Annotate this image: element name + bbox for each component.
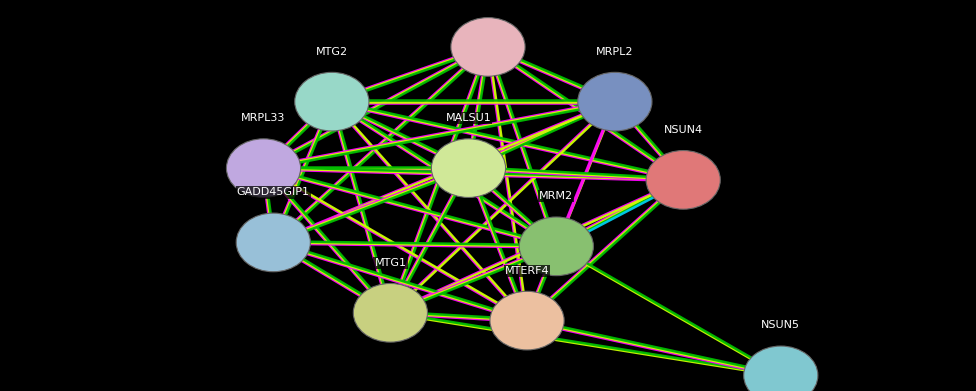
Ellipse shape (226, 139, 301, 197)
Ellipse shape (519, 217, 593, 276)
Text: MTERF4: MTERF4 (505, 265, 549, 276)
Text: MTG1: MTG1 (375, 258, 406, 268)
Text: MRPL58: MRPL58 (466, 0, 510, 2)
Text: NSUN5: NSUN5 (761, 320, 800, 330)
Text: MRM2: MRM2 (540, 191, 573, 201)
Ellipse shape (744, 346, 818, 391)
Ellipse shape (236, 213, 310, 272)
Ellipse shape (578, 72, 652, 131)
Ellipse shape (431, 139, 506, 197)
Text: MTG2: MTG2 (316, 47, 347, 57)
Text: GADD45GIP1: GADD45GIP1 (237, 187, 309, 197)
Ellipse shape (490, 291, 564, 350)
Text: MRPL33: MRPL33 (241, 113, 286, 123)
Ellipse shape (451, 18, 525, 76)
Ellipse shape (295, 72, 369, 131)
Ellipse shape (646, 151, 720, 209)
Text: NSUN4: NSUN4 (664, 125, 703, 135)
Text: MRPL2: MRPL2 (596, 47, 633, 57)
Text: MALSU1: MALSU1 (446, 113, 491, 123)
Ellipse shape (353, 283, 427, 342)
